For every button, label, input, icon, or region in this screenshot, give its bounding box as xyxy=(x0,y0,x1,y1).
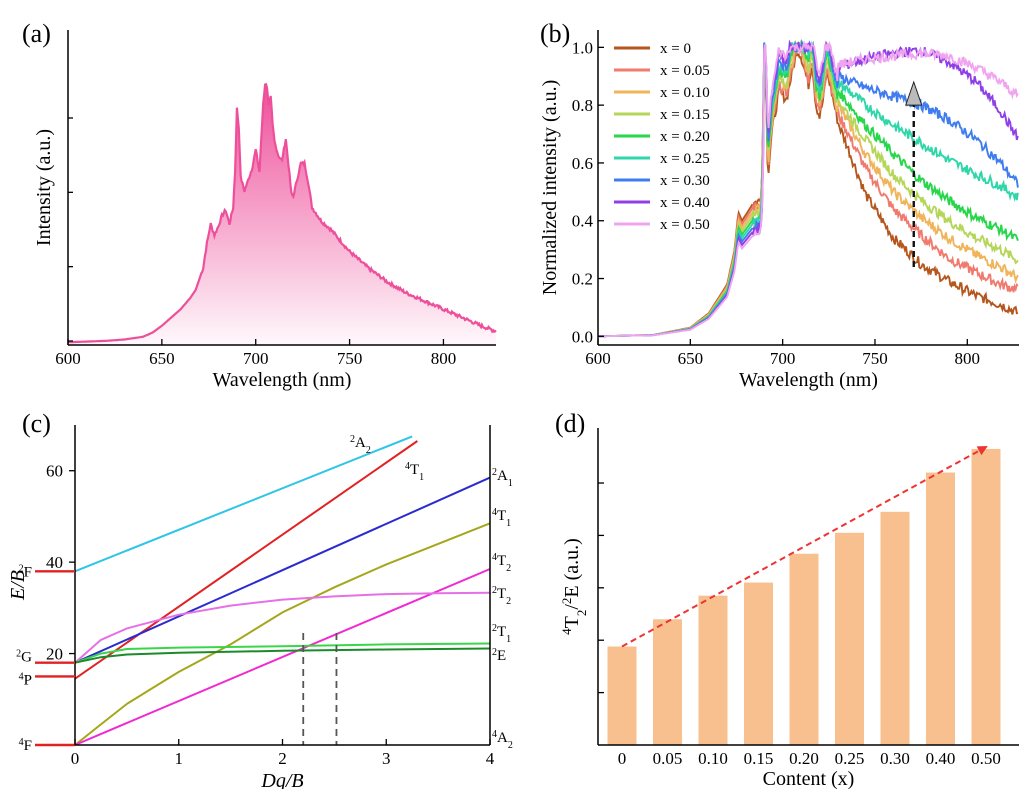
x-tick-label: 600 xyxy=(55,349,81,368)
level-curve-0 xyxy=(74,435,413,573)
x-tick-label: 650 xyxy=(149,349,175,368)
level-curve-1 xyxy=(74,440,418,680)
x-tick-label: 3 xyxy=(382,749,391,768)
right-level-label-6: 2T1 xyxy=(492,623,511,645)
legend-label-2: x = 0.10 xyxy=(660,85,710,101)
legend-label-1: x = 0.05 xyxy=(660,63,710,79)
x-tick-label: 750 xyxy=(337,349,363,368)
trend-arrow-head xyxy=(905,80,923,106)
level-curve-6 xyxy=(74,642,491,664)
x-tick-label: 4 xyxy=(486,749,495,768)
panel-b: 0.0 0.2 0.4 0.6 0.8 1.0 600 650 700 750 800 Wavelen… xyxy=(539,30,1019,391)
x-tick-label: 700 xyxy=(243,349,269,368)
x-axis-title: Wavelength (nm) xyxy=(213,369,352,391)
x-tick-label: 1 xyxy=(175,749,184,768)
y-tick-label: 40 xyxy=(46,553,63,572)
x-tick-label: 0.50 xyxy=(971,749,1001,768)
bar-2 xyxy=(698,595,728,745)
right-level-label-5: 2T2 xyxy=(492,585,511,607)
legend-label-7: x = 0.40 xyxy=(660,195,710,211)
y-tick-label: 0.0 xyxy=(572,327,593,346)
level-curve-4 xyxy=(74,568,491,746)
right-level-label-2: 2A1 xyxy=(492,467,513,489)
series-line-8 xyxy=(598,40,1019,338)
panel-label-a: (a) xyxy=(22,19,51,48)
left-level-label-2: 4P xyxy=(19,671,32,689)
legend-label-5: x = 0.25 xyxy=(660,151,710,167)
x-tick-label: 0.15 xyxy=(744,749,774,768)
bar-1 xyxy=(653,619,682,745)
x-tick-label: 600 xyxy=(585,349,611,368)
panel-label-c: (c) xyxy=(22,409,51,438)
legend-label-8: x = 0.50 xyxy=(660,217,710,233)
panel-c: 2F 2G 4P 4F 20 40 60 0 1 2 3 4 2A2 4T1 2A1 4T1 4T2 2T2 2T1… xyxy=(7,425,513,789)
level-curve-3 xyxy=(74,522,491,746)
y-tick-label: 0.4 xyxy=(572,212,594,231)
x-axis-title: Wavelength (nm) xyxy=(739,369,878,391)
right-level-label-7: 2E xyxy=(492,647,506,665)
y-axis-title: E/B xyxy=(7,570,29,601)
x-tick-label: 0.40 xyxy=(926,749,956,768)
x-tick-label: 2 xyxy=(278,749,287,768)
x-tick-label: 750 xyxy=(862,349,888,368)
trend-arrow xyxy=(621,445,988,648)
panel-label-b: (b) xyxy=(540,19,570,48)
level-curve-5 xyxy=(74,591,491,664)
legend-label-4: x = 0.20 xyxy=(660,129,710,145)
left-level-label-3: 4F xyxy=(19,737,32,755)
x-tick-label: 800 xyxy=(955,349,981,368)
x-tick-label: 0 xyxy=(618,749,627,768)
bar-4 xyxy=(789,553,819,745)
legend-label-3: x = 0.15 xyxy=(660,107,710,123)
right-level-label-3: 4T1 xyxy=(492,507,511,529)
y-tick-label: 60 xyxy=(46,462,63,481)
bar-7 xyxy=(926,472,955,745)
y-tick-label: 20 xyxy=(46,645,63,664)
y-tick-label: 1.0 xyxy=(572,38,593,57)
left-level-label-1: 2G xyxy=(16,648,32,666)
right-level-label-1: 4T1 xyxy=(405,461,424,483)
bar-8 xyxy=(971,448,1001,745)
x-axis-title: Dq/B xyxy=(260,770,303,789)
x-axis-title: Content (x) xyxy=(763,768,855,789)
y-tick-label: 0.8 xyxy=(572,96,593,115)
y-axis-title: Intensity (a.u.) xyxy=(33,129,55,246)
x-tick-label: 650 xyxy=(678,349,704,368)
legend-label-6: x = 0.30 xyxy=(660,173,710,189)
bar-3 xyxy=(744,582,773,745)
panel-a: 600 650 700 750 800 Wavelength (nm) Intensity … xyxy=(33,30,497,391)
bar-6 xyxy=(880,511,910,745)
y-axis-title: Normalized intensity (a.u.) xyxy=(539,80,561,296)
y-tick-label: 0.6 xyxy=(572,154,593,173)
x-tick-label: 0.10 xyxy=(698,749,728,768)
emission-line xyxy=(67,82,497,344)
x-tick-label: 0.05 xyxy=(653,749,683,768)
right-level-label-8: 4A2 xyxy=(492,729,513,751)
x-tick-label: 0.30 xyxy=(880,749,910,768)
bar-5 xyxy=(835,532,864,745)
panel-d: 0 0.05 0.10 0.15 0.20 0.25 0.30 0.40 0.50 Content… xyxy=(559,428,1019,789)
level-curve-7 xyxy=(74,647,491,664)
right-level-label-0: 2A2 xyxy=(350,434,371,456)
level-curve-2 xyxy=(74,476,491,664)
y-tick-label: 0.2 xyxy=(572,270,593,289)
left-level-label-0: 2F xyxy=(19,563,32,581)
legend-label-0: x = 0 xyxy=(660,41,691,57)
x-tick-label: 0.20 xyxy=(789,749,819,768)
x-tick-label: 0.25 xyxy=(835,749,865,768)
right-level-label-4: 4T2 xyxy=(492,552,511,574)
panel-label-d: (d) xyxy=(555,409,585,438)
y-axis-title: 4T2/2E (a.u.) xyxy=(559,538,589,635)
bar-0 xyxy=(607,646,637,745)
x-tick-label: 800 xyxy=(431,349,457,368)
x-tick-label: 0 xyxy=(71,749,80,768)
emission-area-fill xyxy=(68,84,496,346)
x-tick-label: 700 xyxy=(770,349,796,368)
